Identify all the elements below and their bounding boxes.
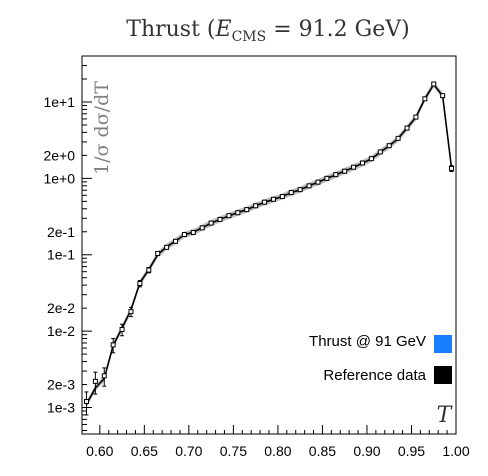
data-point [253,203,259,209]
svg-text:Thrust (ECMS = 91.2 GeV): Thrust (ECMS = 91.2 GeV) [126,17,409,45]
data-point [173,238,178,244]
data-point [440,93,446,99]
mc-line [85,82,453,405]
data-point [92,378,98,384]
y-tick-label-5: 2e-2 [47,300,75,316]
data-point [297,187,303,193]
y-tick-label-1: 2e+0 [43,147,75,163]
y-tick-label-6: 1e-2 [47,323,75,339]
data-point [244,207,250,213]
data-point [368,156,374,162]
data-point [377,149,383,155]
data-point [351,164,357,170]
y-axis-label: 1/σ dσ/dT [91,81,113,175]
title-var: E [215,17,232,42]
legend-label-mc: Thrust @ 91 GeV [309,333,426,350]
data-point [413,114,419,120]
x-axis-label: T [437,403,454,428]
data-point [360,160,365,166]
data-point [199,225,205,231]
data-point [181,232,187,238]
x-tick-label-3: 0.75 [220,443,247,459]
x-tick-label-2: 0.70 [175,443,202,459]
x-tick-label-7: 0.95 [398,443,425,459]
data-point [422,96,428,102]
data-point [226,213,232,219]
title-suffix: = 91.2 GeV) [266,17,409,42]
data-point [324,175,330,181]
data-layer [83,81,455,416]
y-tick-label-8: 1e-3 [47,400,75,416]
x-tick-label-5: 0.85 [309,443,336,459]
data-point [431,81,437,87]
data-point [137,281,143,287]
legend: Thrust @ 91 GeV Reference data [309,333,452,384]
data-point [342,168,348,174]
data-point [270,196,276,202]
data-point [333,172,339,178]
data-point [404,125,410,131]
title-sub: CMS [232,29,267,45]
mc-band [85,81,453,408]
mc-uncertainty-band [86,81,452,408]
y-tick-label-7: 2e-3 [47,377,75,393]
data-point [306,183,312,189]
data-point [83,398,89,404]
data-point [288,190,294,196]
chart-title: Thrust (ECMS = 91.2 GeV) [126,17,409,45]
data-point [164,244,170,250]
axis-ticks: 0.60 0.65 0.70 0.75 0.80 0.85 0.90 0.95 1.00 1e+1… [43,55,470,459]
y-tick-label-2: 1e+0 [43,170,75,186]
plot-frame [81,55,457,435]
y-tick-label-0: 1e+1 [43,94,75,110]
data-point [449,165,455,171]
data-point [101,373,107,379]
data-point [208,220,214,226]
data-point [119,327,125,333]
x-tick-label-4: 0.80 [264,443,291,459]
data-point [279,194,285,200]
data-point [235,210,241,216]
data-point [395,135,401,141]
data-point [262,199,268,205]
x-tick-label-8: 1.00 [442,443,469,459]
legend-swatch-data [434,366,452,384]
data-point [190,229,196,235]
data-point [315,179,321,185]
y-tick-label-3: 2e-1 [47,224,75,240]
x-tick-label-6: 0.90 [353,443,380,459]
data-point [386,143,392,149]
x-tick-label-0: 0.60 [86,443,113,459]
legend-label-data: Reference data [323,367,426,384]
data-point [155,250,161,256]
data-point [217,216,223,222]
data-point [146,267,152,273]
data-point [110,342,116,348]
y-tick-label-4: 1e-1 [47,247,75,263]
data-point [128,309,134,315]
title-prefix: Thrust ( [126,17,215,42]
legend-swatch-mc [434,335,452,353]
x-tick-label-1: 0.65 [131,443,158,459]
